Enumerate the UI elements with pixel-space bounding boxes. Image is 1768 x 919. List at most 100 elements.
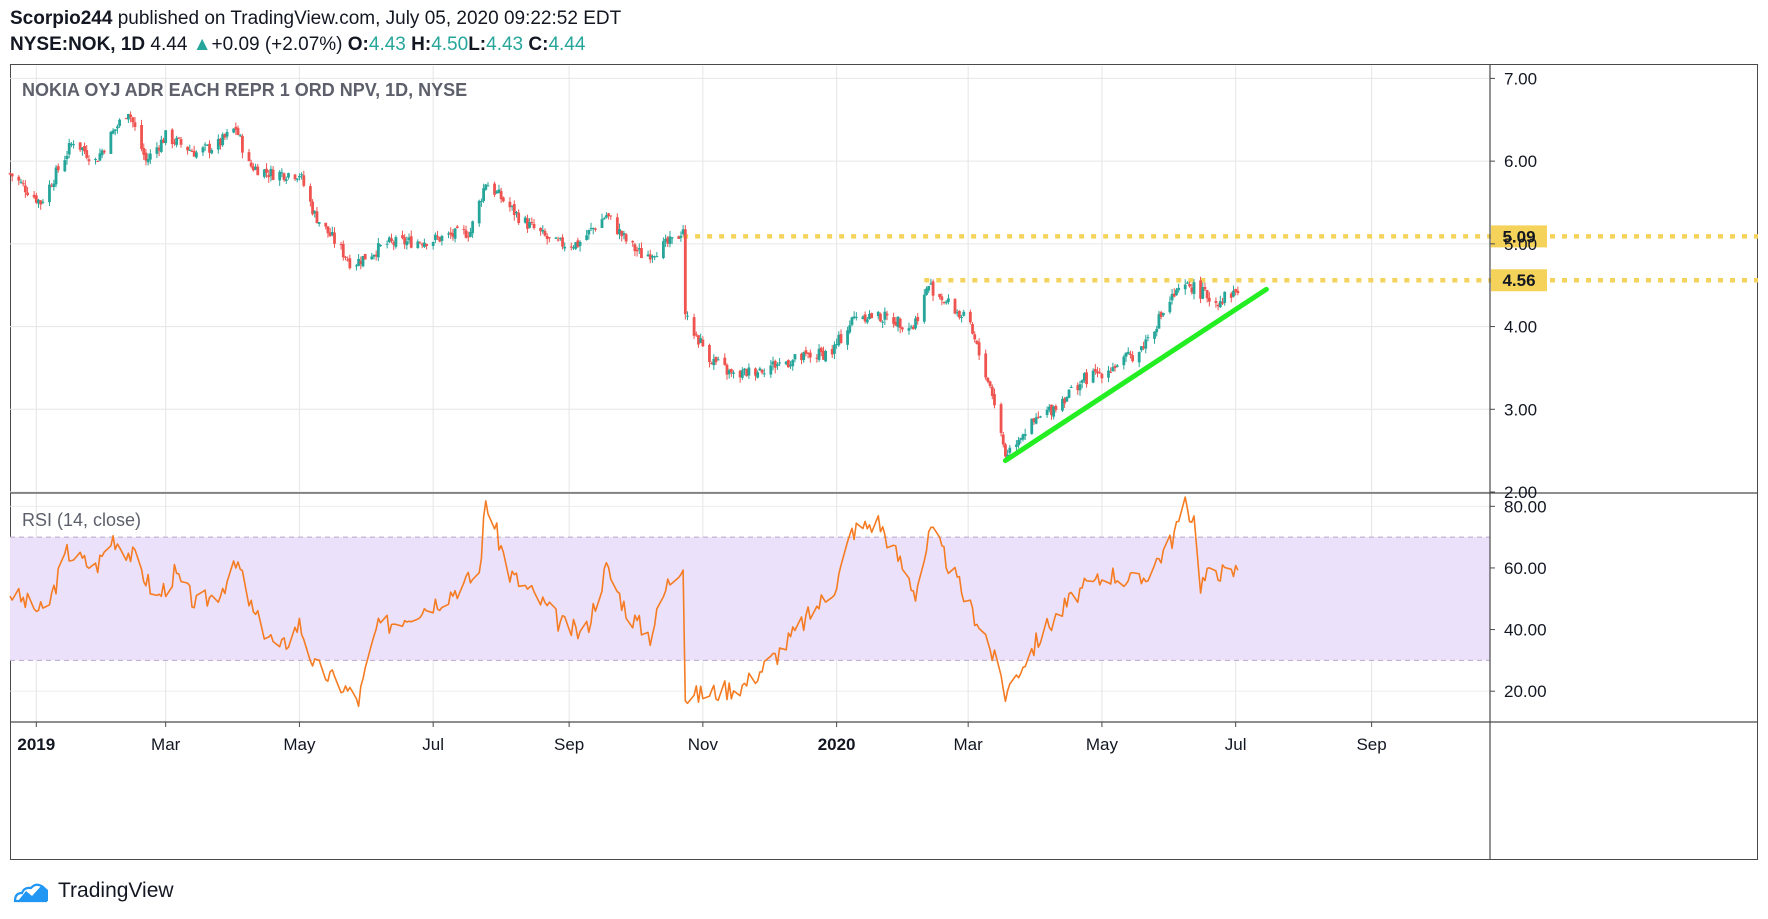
candle-body (955, 312, 959, 314)
candle-body (379, 245, 382, 247)
candle-body (528, 222, 532, 228)
candle-body (1021, 434, 1025, 440)
candle-body (804, 350, 808, 354)
candle-body (118, 119, 122, 126)
time-tick-label: Mar (151, 735, 181, 754)
candle-body (563, 246, 567, 249)
candle-body (251, 166, 255, 171)
last-price: 4.44 (150, 34, 188, 55)
candle-body (769, 365, 773, 375)
rsi-line-layer (9, 496, 1239, 708)
candle-body (881, 321, 885, 323)
price-tick-label: 4.00 (1504, 318, 1537, 337)
time-tick-label: 2019 (17, 735, 55, 754)
candle-body (1080, 380, 1084, 383)
candle-body (1023, 434, 1027, 436)
candle-body (622, 233, 626, 235)
high-value: 4.50 (431, 34, 469, 55)
quote-line: NYSE:NOK, 1D 4.44 ▲+0.09 (+2.07%) O:4.43… (10, 34, 585, 56)
candle-body (786, 360, 790, 368)
candle-body (39, 200, 43, 205)
time-tick-label: Sep (1356, 735, 1386, 754)
candle-body (837, 334, 841, 346)
candle-body (931, 281, 935, 296)
candle-body (800, 353, 803, 361)
candle-body (975, 340, 979, 344)
candle-body (278, 171, 282, 181)
candle-body (594, 228, 597, 230)
rsi-line (9, 496, 1239, 708)
candle-body (232, 128, 236, 133)
candle-body (572, 247, 575, 249)
rsi-tick-label: 20.00 (1504, 682, 1547, 701)
candle-body (111, 130, 115, 134)
candle-body (300, 174, 304, 176)
tradingview-footer[interactable]: TradingView (12, 874, 174, 908)
candle-body (914, 318, 917, 329)
candle-body (574, 242, 578, 249)
candle-body (359, 260, 363, 265)
candle-body (653, 256, 657, 258)
rsi-tick-label: 40.00 (1504, 621, 1547, 640)
candle-body (1201, 287, 1205, 299)
candle-body (466, 236, 470, 238)
candle-body (333, 232, 336, 244)
candle-body (699, 338, 703, 343)
candle-body (186, 146, 189, 151)
candle-body (493, 183, 496, 195)
candle-body (808, 352, 812, 358)
candle-body (113, 129, 117, 131)
candle-body (953, 299, 957, 314)
candle-body (986, 377, 990, 382)
candle-body (661, 241, 665, 258)
candle-body (865, 319, 869, 323)
candle-body (863, 314, 867, 322)
candle-body (8, 173, 12, 175)
candle-body (960, 317, 963, 319)
candle-body (681, 229, 685, 235)
candle-body (471, 221, 475, 234)
chart-frame[interactable] (10, 64, 1758, 860)
candle-body (977, 342, 981, 356)
candle-body (407, 237, 411, 241)
candle-body (420, 244, 424, 246)
symbol-label[interactable]: NYSE:NOK, 1D (10, 34, 146, 55)
candle-body (392, 242, 396, 245)
candle-body (817, 348, 821, 360)
level-tag (1491, 225, 1547, 248)
candle-body (495, 191, 499, 194)
low-value: 4.43 (486, 34, 524, 55)
candle-body (1067, 389, 1071, 398)
candle-body (175, 137, 179, 145)
candle-body (850, 317, 854, 325)
candle-body (177, 137, 181, 139)
candle-body (791, 360, 795, 367)
candle-body (543, 230, 547, 236)
candle-body (394, 237, 398, 247)
candle-body (480, 201, 483, 203)
candle-body (308, 186, 312, 202)
rsi-band (10, 537, 1490, 661)
candle-body (1131, 355, 1135, 362)
candle-body (938, 293, 942, 298)
candle-body (78, 142, 82, 150)
candle-body (1017, 440, 1020, 446)
candle-body (157, 147, 161, 151)
author-name[interactable]: Scorpio244 (10, 8, 113, 29)
candle-body (1065, 396, 1069, 402)
candle-body (313, 211, 317, 214)
candle-body (1034, 417, 1038, 424)
candle-body (1063, 398, 1067, 404)
candle-body (539, 227, 543, 232)
candle-body (1078, 384, 1082, 391)
candle-body (944, 301, 948, 304)
tradingview-cloud-icon (13, 883, 48, 903)
candle-body (692, 317, 696, 336)
candle-body (708, 344, 711, 362)
candle-body (63, 160, 67, 172)
candle-body (1205, 290, 1209, 299)
candle-body (1129, 353, 1132, 356)
candle-body (433, 234, 437, 241)
candle-body (405, 241, 409, 246)
